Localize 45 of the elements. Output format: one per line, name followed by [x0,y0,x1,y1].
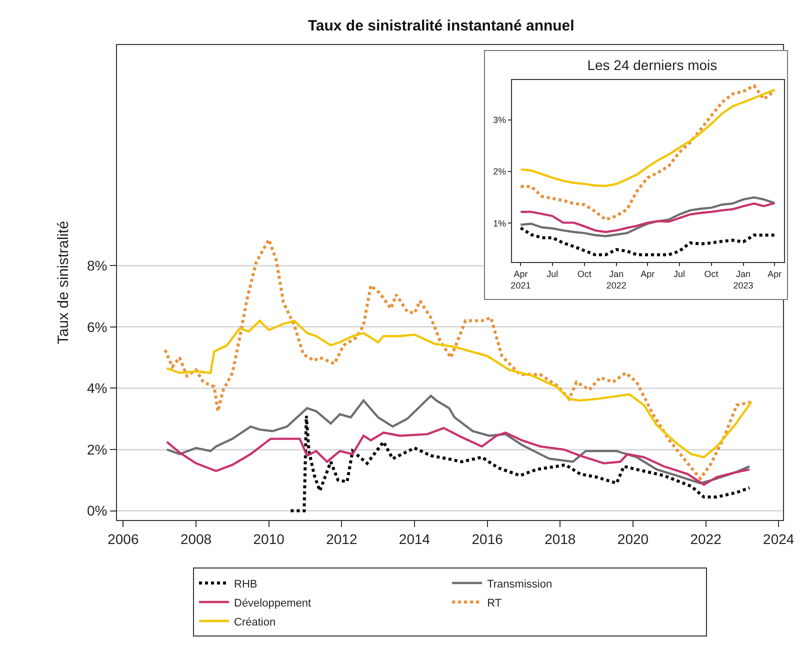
line-series [519,226,776,256]
x-tick-label: 2016 [472,530,504,547]
chart-title: Les 24 derniers mois [587,56,718,73]
x-tick-label: Jul [546,268,558,279]
chart-title: Taux de sinistralité instantané annuel [308,17,574,34]
line-series [164,238,753,480]
line-series [520,202,776,234]
x-tick-label: 2012 [326,530,358,547]
line-series [289,414,751,512]
x-tick-label: Jan 2023 [733,268,754,290]
legend-label: Transmission [487,578,552,590]
x-tick-label: 2020 [617,530,649,547]
x-tick-label: Apr [768,268,782,279]
y-tick-label: 4% [86,380,108,396]
x-tick-label: Oct [577,268,592,279]
y-tick-label: 6% [86,318,108,335]
legend-label: RHB [234,578,258,590]
x-tick-label: 2008 [180,530,212,547]
y-tick-label: 8% [86,258,108,274]
x-tick-label: Jul [674,268,686,279]
line-series [520,88,776,188]
y-tick-label: 0% [86,502,108,519]
line-series [166,394,751,484]
x-tick-label: 2018 [544,530,576,547]
x-tick-label: 2024 [763,530,794,547]
x-tick-label: Apr [640,268,655,279]
y-tick-label: 3% [493,114,506,125]
x-tick-label: 2006 [108,530,139,547]
x-tick-label: Jan 2022 [606,268,626,290]
y-tick-label: 2% [493,166,506,177]
y-tick-label: 1% [493,218,506,228]
y-axis-title: Taux de sinistralité [55,220,72,344]
line-series [520,196,776,238]
legend-label: Développement [234,597,312,610]
x-tick-label: Apr 2021 [510,268,531,290]
x-tick-label: 2010 [253,530,285,547]
legend-label: RT [487,597,502,610]
x-tick-label: Oct [704,268,719,279]
line-series [519,84,776,222]
y-tick-label: 2% [86,441,108,458]
line-series [166,320,752,458]
x-tick-label: 2022 [690,530,722,547]
line-series [166,426,751,486]
x-tick-label: 2014 [398,530,430,547]
legend-label: Création [234,616,276,628]
